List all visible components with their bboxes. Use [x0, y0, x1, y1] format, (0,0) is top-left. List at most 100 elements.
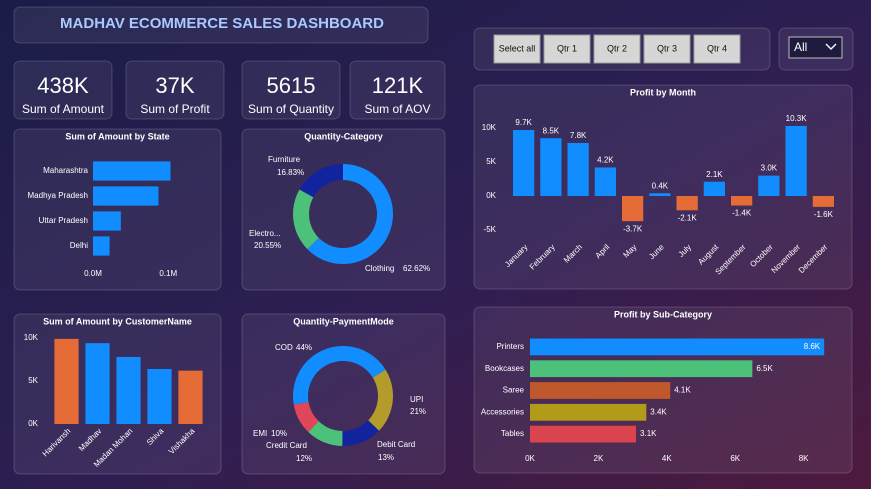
bar	[758, 175, 780, 196]
button-box[interactable]	[493, 34, 541, 64]
data-label: 4.1K	[674, 386, 691, 395]
slice-label: Clothing	[365, 264, 394, 273]
kpi-label: Sum of AOV	[364, 102, 430, 116]
kpi-value: 37K	[155, 73, 194, 98]
chart-title: Sum of Amount by State	[65, 131, 169, 141]
dropdown-value[interactable]: All	[794, 40, 807, 54]
bar	[85, 343, 110, 424]
data-label: 6.5K	[756, 364, 773, 373]
bar	[594, 167, 617, 196]
slicer-button[interactable]: Select all	[493, 34, 541, 64]
button-label[interactable]: Qtr 1	[557, 43, 577, 53]
chart: Profit by Sub-Category 0K 2K 4K 6K 8K Printers…	[473, 306, 853, 474]
kpi-card	[125, 60, 225, 120]
category-label: Accessories	[481, 407, 524, 416]
chart-panel	[473, 84, 853, 290]
dropdown-box[interactable]	[788, 36, 843, 59]
bar	[178, 370, 203, 424]
bar	[530, 338, 825, 356]
button-box[interactable]	[543, 34, 591, 64]
chart-panel	[13, 128, 222, 291]
bar	[93, 236, 110, 256]
kpi-label: Sum of Profit	[140, 102, 210, 116]
button-box[interactable]	[643, 34, 691, 64]
dropdown[interactable]: All	[788, 36, 843, 59]
category-label: Delhi	[70, 241, 88, 250]
data-label: -3.7K	[623, 224, 643, 233]
kpi-card	[241, 60, 341, 120]
bar	[116, 356, 141, 424]
x-tick-label: 0.1M	[159, 269, 177, 278]
slicer-button[interactable]: Qtr 4	[693, 34, 741, 64]
data-label: -1.4K	[732, 209, 752, 218]
bar	[54, 338, 79, 424]
button-label[interactable]: Qtr 3	[657, 43, 677, 53]
kpi-card	[349, 60, 446, 120]
slice-value: 62.62%	[403, 264, 430, 273]
button-box[interactable]	[593, 34, 641, 64]
data-label: 9.7K	[515, 118, 532, 127]
slice-value: 20.55%	[254, 241, 281, 250]
button-label[interactable]: Qtr 2	[607, 43, 627, 53]
bar	[93, 161, 171, 181]
chart: Sum of Amount by CustomerName0K5K10KHari…	[13, 313, 222, 475]
y-tick-label: 10K	[482, 123, 497, 132]
bar	[567, 142, 589, 196]
kpi-value: 5615	[267, 73, 316, 98]
donut-slice	[308, 421, 343, 446]
chart: Sum of Amount by State 0.0M 0.1M Maharashtr…	[13, 128, 222, 291]
donut-slice	[293, 346, 386, 405]
donut-slice	[292, 189, 319, 250]
button-box[interactable]	[693, 34, 741, 64]
slicer-button[interactable]: Qtr 2	[593, 34, 641, 64]
button-label[interactable]: Qtr 4	[707, 43, 727, 53]
slice-label: UPI	[410, 395, 423, 404]
bar	[621, 196, 644, 222]
data-label: 3.0K	[761, 164, 778, 173]
title-panel	[13, 6, 429, 44]
slice-label: COD	[275, 343, 293, 352]
bar	[676, 196, 698, 211]
data-label: 3.1K	[640, 429, 657, 438]
chart-title: Sum of Amount by CustomerName	[43, 316, 192, 326]
bar	[649, 193, 671, 196]
donut-slice	[299, 163, 343, 198]
category-label: Printers	[496, 342, 524, 351]
bar	[703, 181, 726, 196]
donut-slice	[293, 402, 319, 432]
category-label: Uttar Pradesh	[39, 216, 88, 225]
kpi-value: 438K	[37, 73, 89, 98]
category-label: Bookcases	[485, 364, 524, 373]
donut-slice	[368, 369, 393, 431]
slice-value: 16.83%	[277, 168, 304, 177]
slice-label: Furniture	[268, 155, 301, 164]
category-label: Tables	[501, 429, 524, 438]
data-label: -2.1K	[678, 213, 698, 222]
y-tick-label: 0K	[486, 191, 496, 200]
dashboard-title: MADHAV ECOMMERCE SALES DASHBOARD	[60, 15, 384, 32]
slice-value: 13%	[378, 453, 394, 462]
dropdown-chevron[interactable]	[825, 43, 837, 50]
y-tick-label: 5K	[486, 157, 496, 166]
x-tick-label: 0K	[525, 454, 535, 463]
y-tick-label: 10K	[24, 333, 39, 342]
quarter-slicer: Select all Qtr 1 Qtr 2 Qtr 3 Qtr 4	[493, 34, 741, 64]
bar	[540, 138, 562, 196]
data-label: -1.6K	[814, 210, 834, 219]
chart-panel	[241, 128, 446, 291]
data-label: 10.3K	[786, 114, 808, 123]
charts: Sum of Amount by State 0.0M 0.1M Maharashtr…	[13, 84, 853, 475]
bar	[530, 425, 637, 443]
button-label[interactable]: Select all	[499, 43, 536, 53]
bar	[730, 196, 753, 206]
slice-value: 10%	[271, 429, 287, 438]
slicer-button[interactable]: Qtr 1	[543, 34, 591, 64]
bar	[530, 403, 647, 421]
slicer-button[interactable]: Qtr 3	[643, 34, 691, 64]
category-label: Maharashtra	[43, 166, 88, 175]
data-label: 2.1K	[706, 170, 723, 179]
chart: Quantity-Category Clothing 62.62% Electro..…	[241, 128, 446, 291]
x-tick-label: 6K	[730, 454, 740, 463]
